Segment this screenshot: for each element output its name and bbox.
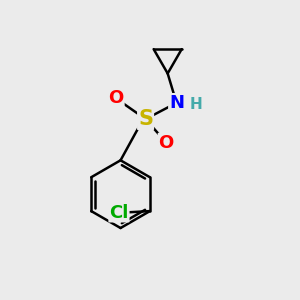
Text: O: O	[109, 89, 124, 107]
Text: O: O	[159, 134, 174, 152]
Text: H: H	[189, 97, 202, 112]
Text: Cl: Cl	[109, 204, 129, 222]
Text: N: N	[169, 94, 184, 112]
Text: S: S	[138, 109, 153, 129]
